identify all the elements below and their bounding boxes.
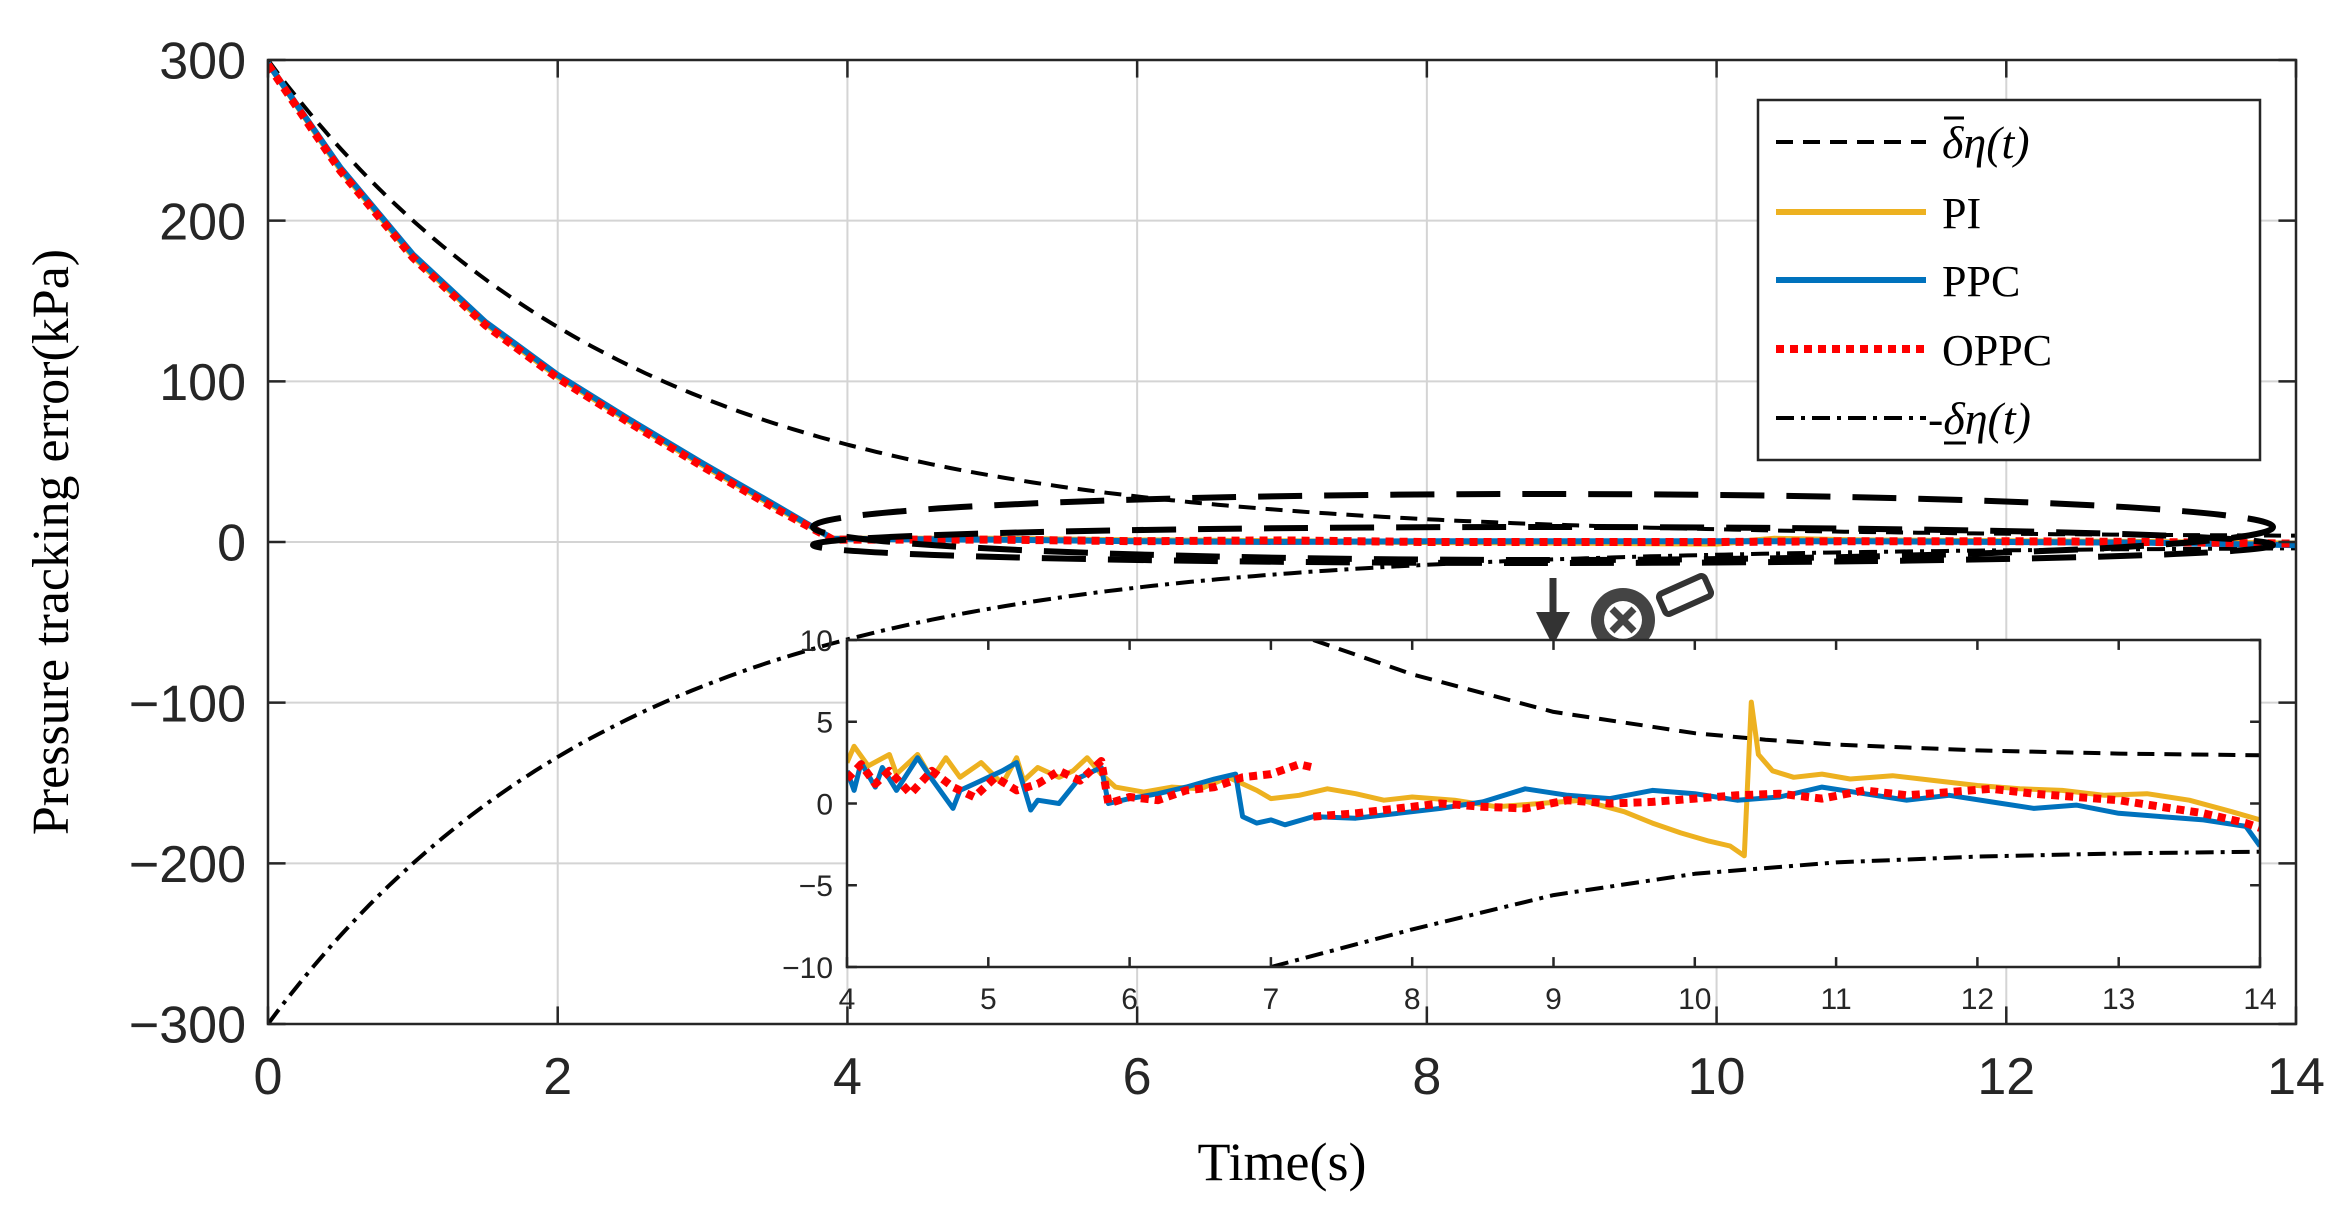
tick-label-x: 11 xyxy=(1821,983,1852,1016)
inset-plot-series xyxy=(847,640,2260,967)
tick-label-y: 5 xyxy=(816,707,833,740)
tick-label-x: 8 xyxy=(1412,1048,1441,1106)
legend-upper-symbol: δ xyxy=(1942,117,1964,168)
tick-label-x: 7 xyxy=(1263,983,1280,1016)
tick-label-y: −200 xyxy=(129,836,246,894)
tick-label-x: 4 xyxy=(839,983,856,1016)
main-plot-series xyxy=(268,60,2296,1024)
tick-label-y: −10 xyxy=(782,952,833,985)
tick-label-x: 8 xyxy=(1404,983,1421,1016)
series-line-upper-bound xyxy=(1312,640,2260,758)
tick-label-x: 12 xyxy=(1961,983,1994,1016)
legend-upper-rest: η(t) xyxy=(1963,117,2029,168)
series-line-lower-bound-t- xyxy=(268,546,2296,1024)
series-line-oppc xyxy=(268,62,2296,548)
zoom-magnifier-icon xyxy=(1591,573,1715,652)
tick-label-y: −100 xyxy=(129,675,246,733)
legend-lower-symbol: δ xyxy=(1943,393,1965,444)
tick-label-x: 0 xyxy=(254,1048,283,1106)
inset-tick-labels: 4 5 6 7 8 9 10 11 12 13 14 10 5 0 −5 −10 xyxy=(782,625,2277,1016)
series-line-upper-bound-t- xyxy=(268,60,2296,538)
zoom-highlight-ellipse-inner xyxy=(810,524,2276,566)
tick-label-y: 200 xyxy=(159,193,246,251)
tick-label-x: 10 xyxy=(1688,1048,1746,1106)
tick-label-y: −300 xyxy=(129,997,246,1055)
series-line-pi xyxy=(847,699,2260,859)
tick-label-x: 5 xyxy=(980,983,997,1016)
arrow-down-icon xyxy=(1536,578,1570,646)
series-line-oppc-cont- xyxy=(1312,784,2260,832)
series-line-lower-bound xyxy=(1270,849,2260,967)
series-line-ppc xyxy=(847,755,2260,848)
tick-label-x: 14 xyxy=(2243,983,2276,1016)
main-ticks xyxy=(266,58,2298,1026)
tick-label-x: 6 xyxy=(1121,983,1138,1016)
tick-label-y: 0 xyxy=(816,788,833,821)
tick-label-y: 300 xyxy=(159,33,246,91)
tick-label-x: 12 xyxy=(1977,1048,2035,1106)
tick-label-x: 6 xyxy=(1123,1048,1152,1106)
tick-label-x: 4 xyxy=(833,1048,862,1106)
y-axis-label: Pressure tracking error(kPa) xyxy=(23,249,80,835)
tick-label-y: 0 xyxy=(217,515,246,573)
tick-label-x: 13 xyxy=(2102,983,2135,1016)
tick-label-x: 14 xyxy=(2267,1048,2325,1106)
tick-label-y: 10 xyxy=(800,625,833,658)
legend-label-pi: PI xyxy=(1942,189,1981,238)
legend-label-upper-bound: δη(t) xyxy=(1942,117,2030,168)
tick-label-x: 9 xyxy=(1545,983,1562,1016)
x-axis-label: Time(s) xyxy=(1197,1132,1366,1192)
inset-ticks xyxy=(845,638,2262,969)
legend-lower-prefix: - xyxy=(1928,393,1943,444)
tick-label-y: 100 xyxy=(159,354,246,412)
legend-label-oppc: OPPC xyxy=(1942,326,2052,375)
tick-label-x: 10 xyxy=(1678,983,1711,1016)
legend-label-lower-bound: -δη(t) xyxy=(1928,393,2031,444)
series-line-oppc xyxy=(847,757,1315,808)
legend-label-ppc: PPC xyxy=(1942,257,2020,306)
tick-label-y: −5 xyxy=(799,870,833,903)
legend-lower-rest: η(t) xyxy=(1965,393,2031,444)
tick-label-x: 2 xyxy=(543,1048,572,1106)
legend: δη(t) PI PPC OPPC -δη(t) xyxy=(1756,98,2262,462)
